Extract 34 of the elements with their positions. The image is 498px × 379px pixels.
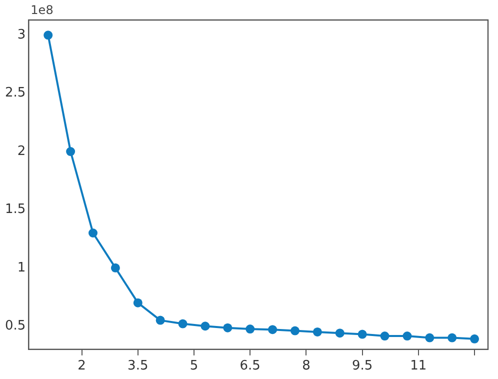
point (246, 324, 255, 334)
point (133, 298, 142, 308)
x-tick-label: 6.5 (240, 358, 260, 374)
point (223, 323, 232, 332)
point (44, 30, 53, 40)
point (380, 332, 390, 341)
y-tick-label: 0.5 (4, 318, 26, 334)
point (402, 332, 412, 341)
point (200, 322, 210, 331)
point (312, 327, 322, 336)
point (425, 333, 434, 342)
y-tick-label: 1 (17, 260, 26, 276)
x-tick-label: 11 (410, 358, 427, 374)
point (290, 326, 300, 336)
text: 1e8 (30, 3, 54, 18)
x-tick-label: 3.5 (128, 358, 148, 374)
y-tick-label: 2.5 (4, 86, 26, 101)
point (335, 328, 344, 338)
x-tick-label: 5 (190, 358, 198, 374)
point (178, 319, 188, 328)
x-tick-label: 9.5 (352, 358, 373, 374)
point (358, 330, 367, 339)
point (88, 228, 98, 238)
point (448, 333, 457, 342)
point (66, 147, 76, 156)
point (268, 325, 278, 334)
point (470, 334, 480, 344)
point (156, 316, 165, 325)
y-tick-label: 1.5 (4, 202, 26, 218)
x-tick-label: 2 (78, 358, 86, 374)
x-tick-label: 8 (302, 358, 310, 374)
y-tick-label: 2 (17, 144, 26, 159)
y-tick-label: 3 (17, 28, 26, 43)
point (110, 263, 120, 272)
